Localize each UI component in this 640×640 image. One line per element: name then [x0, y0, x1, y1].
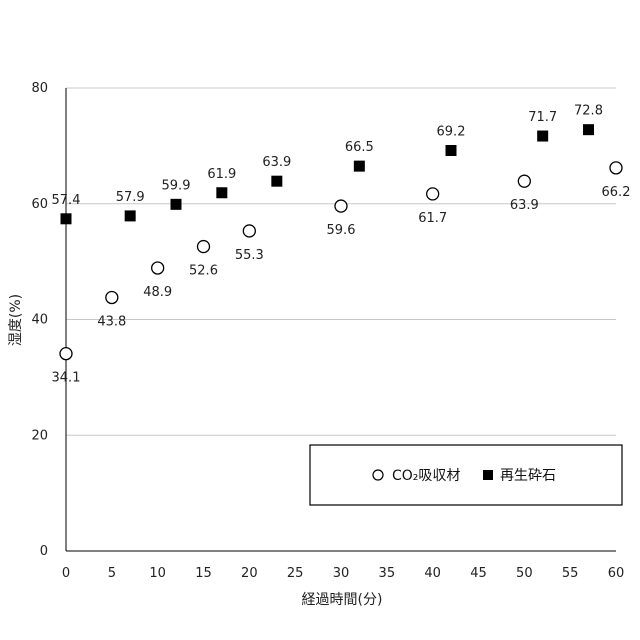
data-point-square [583, 124, 594, 135]
data-point-square [446, 145, 457, 156]
legend-open-circle-icon [373, 470, 383, 480]
data-label: 34.1 [52, 371, 81, 386]
y-axis-title: 湿度(%) [8, 294, 24, 346]
data-label: 63.9 [510, 198, 539, 213]
y-tick-label: 40 [31, 313, 48, 328]
data-series [60, 124, 622, 359]
data-point-circle [152, 262, 164, 274]
tick-labels: 0 20 40 60 80 0 5 10 15 20 25 30 35 40 45 50 55 60 [31, 81, 624, 581]
y-tick-label: 60 [31, 197, 48, 212]
x-tick-label: 5 [108, 566, 116, 581]
data-point-square [216, 187, 227, 198]
data-point-circle [335, 200, 347, 212]
x-tick-label: 15 [195, 566, 212, 581]
legend-label-co2: CO₂吸収材 [392, 468, 460, 484]
data-point-circle [198, 241, 210, 253]
data-point-square [171, 199, 182, 210]
legend-filled-square-icon [483, 470, 493, 480]
data-label: 72.8 [574, 104, 603, 119]
data-point-square [61, 213, 72, 224]
data-label: 57.4 [52, 193, 81, 208]
x-tick-label: 55 [562, 566, 579, 581]
x-tick-label: 60 [608, 566, 625, 581]
data-point-square [271, 176, 282, 187]
data-labels: 34.1 43.8 48.9 52.6 55.3 59.6 61.7 63.9 66.2 57.4… [52, 104, 631, 386]
data-point-circle [610, 162, 622, 174]
x-tick-label: 0 [62, 566, 70, 581]
data-label: 48.9 [143, 285, 172, 300]
data-label: 63.9 [262, 155, 291, 170]
data-label: 52.6 [189, 264, 218, 279]
data-label: 57.9 [116, 190, 145, 205]
x-tick-label: 30 [333, 566, 350, 581]
legend: CO₂吸収材 再生砕石 [310, 445, 622, 505]
x-tick-label: 50 [516, 566, 533, 581]
data-point-circle [427, 188, 439, 200]
data-point-circle [243, 225, 255, 237]
data-label: 66.5 [345, 140, 374, 155]
data-point-circle [60, 348, 72, 360]
legend-label-recycled-stone: 再生砕石 [500, 468, 556, 484]
data-point-square [537, 131, 548, 142]
data-label: 55.3 [235, 248, 264, 263]
legend-box [310, 445, 622, 505]
y-tick-label: 0 [40, 544, 48, 559]
data-label: 69.2 [437, 125, 466, 140]
y-tick-label: 20 [31, 428, 48, 443]
data-label: 43.8 [97, 315, 126, 330]
x-tick-label: 20 [241, 566, 258, 581]
data-label: 71.7 [528, 110, 557, 125]
data-point-square [125, 210, 136, 221]
x-tick-label: 35 [379, 566, 396, 581]
data-point-square [354, 161, 365, 172]
gridlines [66, 88, 616, 435]
data-label: 61.7 [418, 211, 447, 226]
data-label: 59.9 [162, 178, 191, 193]
data-label: 61.9 [207, 167, 236, 182]
x-tick-label: 25 [287, 566, 304, 581]
x-tick-label: 40 [424, 566, 441, 581]
data-point-circle [106, 292, 118, 304]
x-axis-title: 経過時間(分) [302, 592, 383, 608]
data-label: 59.6 [327, 223, 356, 238]
data-point-circle [518, 175, 530, 187]
x-tick-label: 45 [470, 566, 487, 581]
y-tick-label: 80 [31, 81, 48, 96]
x-tick-label: 10 [149, 566, 166, 581]
data-label: 66.2 [602, 185, 631, 200]
